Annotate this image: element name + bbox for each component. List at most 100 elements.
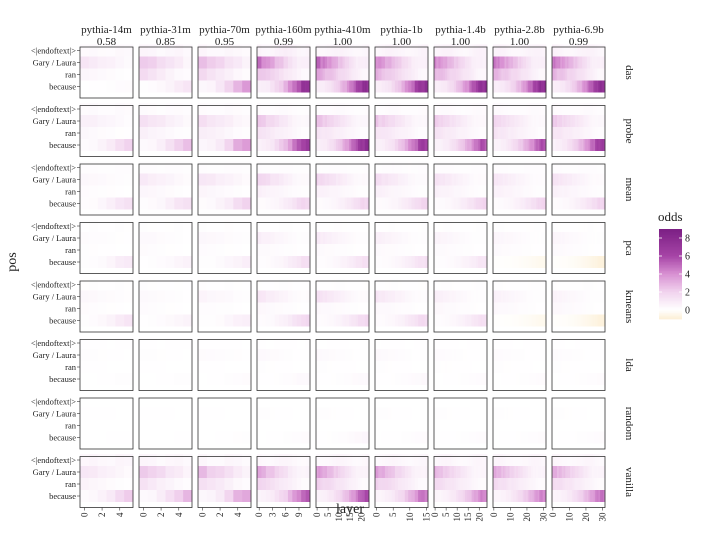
heatmap-cell-das-pythia-1.4b-pos2-layer21: [480, 69, 483, 81]
heatmap-cell-kmeans-pythia-31m-pos1-layer4: [174, 291, 183, 303]
heatmap-cell-das-pythia-410m-pos1-layer11: [340, 57, 343, 69]
heatmap-cell-vanilla-pythia-160m-pos2-layer10: [301, 478, 306, 490]
heatmap-cell-vanilla-pythia-31m-pos0-layer3: [166, 454, 175, 466]
heatmap-cell-pca-pythia-160m-pos1-layer8: [292, 232, 297, 244]
heatmap-cell-random-pythia-160m-pos0-layer6: [284, 396, 289, 408]
heatmap-cell-mean-pythia-160m-pos3-layer3: [270, 198, 275, 210]
heatmap-cell-kmeans-pythia-1.4b-pos0-layer5: [445, 279, 448, 291]
heatmap-cell-lda-pythia-31m-pos3-layer0: [139, 373, 148, 385]
heatmap-cell-mean-pythia-70m-pos3-layer4: [233, 198, 242, 210]
heatmap-cell-random-pythia-1.4b-pos2-layer22: [483, 420, 486, 432]
heatmap-cell-pca-pythia-1.4b-pos2-layer16: [469, 244, 472, 256]
heatmap-cell-kmeans-pythia-410m-pos2-layer1: [318, 303, 321, 315]
heatmap-cell-pca-pythia-160m-pos0-layer6: [284, 220, 289, 232]
heatmap-cell-random-pythia-410m-pos3-layer2: [320, 432, 323, 444]
heatmap-cell-probe-pythia-410m-pos0-layer5: [327, 103, 330, 115]
heatmap-cell-random-pythia-1.4b-pos3-layer6: [447, 432, 450, 444]
heatmap-cell-mean-pythia-1.4b-pos3-layer20: [478, 198, 481, 210]
heatmap-cell-vanilla-pythia-410m-pos0-layer2: [320, 454, 323, 466]
heatmap-cell-kmeans-pythia-410m-pos0-layer8: [334, 279, 337, 291]
heatmap-cell-probe-pythia-160m-pos2-layer11: [306, 127, 311, 139]
heatmap-cell-pca-pythia-410m-pos2-layer7: [331, 244, 334, 256]
heatmap-cell-random-pythia-1.4b-pos3-layer21: [480, 432, 483, 444]
heatmap-cell-pca-pythia-160m-pos2-layer8: [292, 244, 297, 256]
heatmap-cell-lda-pythia-1.4b-pos2-layer21: [480, 361, 483, 373]
heatmap-cell-random-pythia-1b-pos0-layer11: [411, 396, 415, 408]
heatmap-cell-das-pythia-31m-pos1-layer1: [148, 57, 157, 69]
heatmap-cell-das-pythia-410m-pos2-layer15: [349, 69, 352, 81]
heatmap-cell-kmeans-pythia-1.4b-pos1-layer5: [445, 291, 448, 303]
heatmap-cell-kmeans-pythia-410m-pos1-layer16: [351, 291, 354, 303]
heatmap-cell-probe-pythia-410m-pos1-layer15: [349, 115, 352, 127]
heatmap-cell-lda-pythia-1b-pos1-layer3: [385, 349, 389, 361]
heatmap-cell-random-pythia-14m-pos2-layer4: [115, 420, 124, 432]
heatmap-cell-random-pythia-410m-pos0-layer7: [331, 396, 334, 408]
heatmap-cell-pca-pythia-1.4b-pos2-layer19: [476, 244, 479, 256]
heatmap-cell-probe-pythia-1b-pos0-layer8: [402, 103, 406, 115]
heatmap-cell-random-pythia-1b-pos3-layer1: [378, 432, 382, 444]
heatmap-cell-lda-pythia-1.4b-pos3-layer5: [445, 373, 448, 385]
heatmap-cell-kmeans-pythia-1.4b-pos2-layer15: [467, 303, 470, 315]
heatmap-cell-probe-pythia-1b-pos1-layer3: [385, 115, 389, 127]
heatmap-cell-probe-pythia-1b-pos2-layer14: [421, 127, 425, 139]
heatmap-cell-lda-pythia-1.4b-pos3-layer9: [454, 373, 457, 385]
heatmap-cell-kmeans-pythia-1.4b-pos1-layer12: [461, 291, 464, 303]
heatmap-cell-pca-pythia-1.4b-pos3-layer19: [476, 256, 479, 268]
heatmap-cell-lda-pythia-160m-pos3-layer10: [301, 373, 306, 385]
heatmap-cell-vanilla-pythia-1.4b-pos1-layer1: [436, 466, 439, 478]
heatmap-cell-kmeans-pythia-1.4b-pos1-layer6: [447, 291, 450, 303]
heatmap-cell-random-pythia-31m-pos1-layer0: [139, 408, 148, 420]
heatmap-cell-vanilla-pythia-70m-pos1-layer1: [207, 466, 216, 478]
heatmap-cell-vanilla-pythia-410m-pos1-layer15: [349, 466, 352, 478]
heatmap-cell-das-pythia-1.4b-pos2-layer18: [474, 69, 477, 81]
heatmap-cell-mean-pythia-410m-pos3-layer22: [365, 198, 368, 210]
heatmap-cell-random-pythia-1.4b-pos3-layer15: [467, 432, 470, 444]
pos-label-probe-1: Gary / Laura: [33, 116, 77, 126]
heatmap-cell-probe-pythia-1b-pos0-layer0: [375, 103, 379, 115]
heatmap-cell-pca-pythia-1b-pos1-layer6: [395, 232, 399, 244]
heatmap-cell-vanilla-pythia-1.4b-pos1-layer22: [483, 466, 486, 478]
heatmap-cell-mean-pythia-1.4b-pos3-layer11: [458, 198, 461, 210]
heatmap-cell-probe-pythia-1b-pos1-layer14: [421, 115, 425, 127]
heatmap-cell-mean-pythia-31m-pos3-layer0: [139, 198, 148, 210]
heatmap-cell-pca-pythia-410m-pos1-layer13: [345, 232, 348, 244]
heatmap-cell-random-pythia-1.4b-pos0-layer15: [467, 396, 470, 408]
heatmap-cell-probe-pythia-1.4b-pos0-layer8: [452, 103, 455, 115]
heatmap-cell-das-pythia-410m-pos1-layer14: [347, 57, 350, 69]
heatmap-cell-vanilla-pythia-410m-pos1-layer5: [327, 466, 330, 478]
heatmap-cell-mean-pythia-160m-pos3-layer0: [257, 198, 262, 210]
heatmap-cell-das-pythia-1.4b-pos0-layer4: [443, 45, 446, 57]
heatmap-cell-lda-pythia-1.4b-pos3-layer6: [447, 373, 450, 385]
heatmap-cell-vanilla-pythia-1b-pos0-layer2: [382, 454, 386, 466]
heatmap-cell-probe-pythia-160m-pos0-layer8: [292, 103, 297, 115]
heatmap-cell-mean-pythia-1b-pos3-layer5: [392, 198, 396, 210]
heatmap-cell-pca-pythia-1.4b-pos2-layer22: [483, 244, 486, 256]
heatmap-cell-probe-pythia-1b-pos3-layer8: [402, 139, 406, 151]
heatmap-cell-kmeans-pythia-1b-pos1-layer12: [415, 291, 419, 303]
heatmap-cell-probe-pythia-14m-pos1-layer1: [89, 115, 98, 127]
heatmap-cell-pca-pythia-410m-pos3-layer22: [365, 256, 368, 268]
heatmap-cell-pca-pythia-160m-pos1-layer1: [261, 232, 266, 244]
heatmap-cell-vanilla-pythia-1.4b-pos1-layer15: [467, 466, 470, 478]
heatmap-cell-das-pythia-1b-pos3-layer9: [405, 81, 409, 93]
heatmap-cell-random-pythia-410m-pos2-layer14: [347, 420, 350, 432]
heatmap-cell-probe-pythia-1.4b-pos3-layer4: [443, 139, 446, 151]
heatmap-cell-das-pythia-1b-pos0-layer12: [415, 45, 419, 57]
heatmap-cell-pca-pythia-1b-pos1-layer0: [375, 232, 379, 244]
heatmap-cell-mean-pythia-70m-pos1-layer2: [216, 174, 225, 186]
heatmap-cell-pca-pythia-410m-pos1-layer16: [351, 232, 354, 244]
heatmap-cell-vanilla-pythia-410m-pos1-layer11: [340, 466, 343, 478]
heatmap-cell-pca-pythia-1.4b-pos1-layer11: [458, 232, 461, 244]
heatmap-cell-vanilla-pythia-14m-pos2-layer5: [124, 478, 133, 490]
heatmap-cell-mean-pythia-1.4b-pos2-layer12: [461, 186, 464, 198]
heatmap-cell-mean-pythia-1.4b-pos1-layer10: [456, 174, 459, 186]
heatmap-cell-lda-pythia-410m-pos1-layer8: [334, 349, 337, 361]
heatmap-cell-pca-pythia-31m-pos3-layer4: [174, 256, 183, 268]
heatmap-cell-vanilla-pythia-410m-pos3-layer14: [347, 490, 350, 502]
heatmap-cell-kmeans-pythia-1.4b-pos1-layer22: [483, 291, 486, 303]
heatmap-cell-pca-pythia-70m-pos1-layer3: [225, 232, 234, 244]
heatmap-cell-random-pythia-410m-pos2-layer2: [320, 420, 323, 432]
heatmap-cell-das-pythia-1.4b-pos3-layer21: [480, 81, 483, 93]
heatmap-cell-das-pythia-410m-pos2-layer10: [338, 69, 341, 81]
